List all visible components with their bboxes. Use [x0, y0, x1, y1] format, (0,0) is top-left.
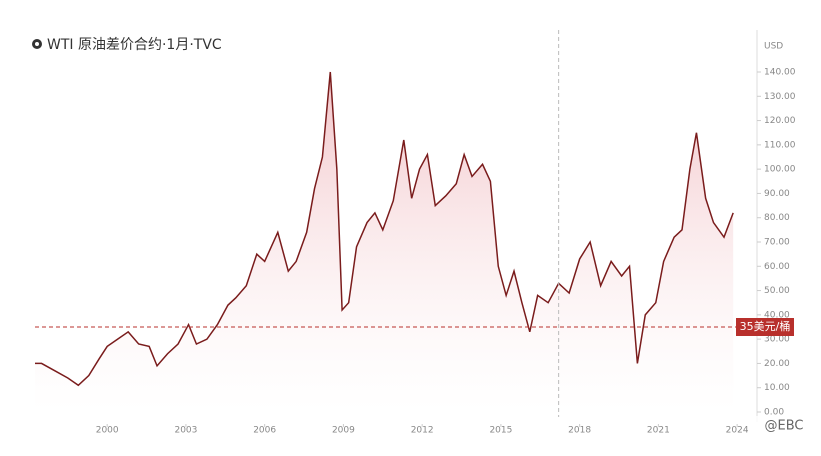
y-tick-label: 130.00 [764, 92, 796, 102]
reference-label: 35美元/桶 [740, 319, 791, 333]
y-tick-label: 0.00 [764, 408, 784, 418]
y-tick-label: 50.00 [764, 286, 790, 296]
y-tick-label: 90.00 [764, 189, 790, 199]
y-tick-label: 110.00 [764, 140, 796, 150]
y-tick-label: 70.00 [764, 238, 790, 248]
y-tick-label: 20.00 [764, 359, 790, 369]
watermark: @EBC [765, 419, 804, 434]
x-tick-label: 2018 [568, 426, 591, 436]
y-tick-label: 120.00 [764, 116, 796, 126]
x-tick-label: 2024 [726, 426, 749, 436]
y-tick-label: 60.00 [764, 262, 790, 272]
y-tick-label: 40.00 [764, 310, 790, 320]
y-tick-label: 140.00 [764, 68, 796, 78]
logo-dot [35, 42, 39, 46]
x-tick-label: 2006 [253, 426, 276, 436]
x-tick-label: 2012 [411, 426, 434, 436]
x-tick-label: 2021 [647, 426, 670, 436]
x-tick-label: 2000 [96, 426, 119, 436]
x-tick-label: 2009 [332, 426, 355, 436]
area-fill [35, 72, 734, 412]
y-tick-label: 10.00 [764, 383, 790, 393]
y-tick-label: 30.00 [764, 335, 790, 345]
y-tick-label: 100.00 [764, 165, 796, 175]
reference-label-bg [736, 318, 794, 336]
y-tick-label: 80.00 [764, 213, 790, 223]
x-tick-label: 2003 [174, 426, 197, 436]
chart-title: WTI 原油差价合约·1月·TVC [47, 37, 222, 53]
price-line [35, 71, 734, 387]
watermark-bg [748, 416, 821, 436]
x-tick-label: 2015 [489, 426, 512, 436]
y-unit: USD [764, 42, 783, 52]
